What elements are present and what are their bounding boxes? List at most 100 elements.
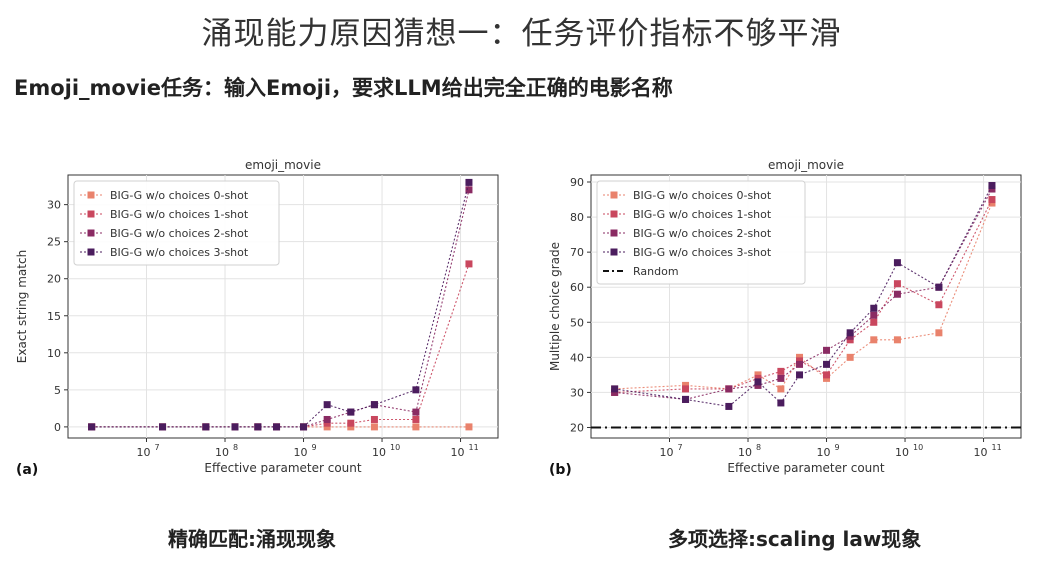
x-tick-label: 10 [817,446,831,459]
data-point [323,423,331,431]
y-axis-label: Exact string match [15,250,29,363]
data-point [777,367,785,375]
caption-left: 精确匹配:涌现现象 [168,527,336,551]
series-line [614,188,993,400]
x-tick-label: 10 [660,446,674,459]
data-point [988,196,996,204]
data-point [347,408,355,416]
data-point [754,371,762,379]
chart-panel-a: emoji_movie 0 5 10 15 20 25 30 10 7 10 8 10 9 10 10 10 11… [15,158,499,478]
chart-title: emoji_movie [768,158,844,172]
y-tick-label: 40 [570,351,584,364]
y-tick-label: 20 [47,273,61,286]
y-tick-label: 90 [570,176,584,189]
series-line [614,199,993,393]
data-point [988,199,996,207]
y-axis-label: Multiple choice grade [548,242,562,371]
x-tick-label-exponent: 9 [312,443,317,452]
data-point [347,423,355,431]
y-tick-label: 15 [47,310,61,323]
data-point [412,415,420,423]
x-axis-label: Effective parameter count [727,461,884,475]
x-tick-label-exponent: 8 [233,443,238,452]
y-tick-label: 30 [47,199,61,212]
legend-label: BIG-G w/o choices 1-shot [110,208,249,221]
data-point [725,402,733,410]
data-point [988,185,996,193]
x-tick-label: 10 [137,446,151,459]
y-tick-label: 80 [570,211,584,224]
x-tick-label: 10 [215,446,229,459]
data-point [893,280,901,288]
data-point [159,423,167,431]
legend-label: BIG-G w/o choices 3-shot [633,246,772,259]
y-tick-label: 20 [570,421,584,434]
x-tick-label-exponent: 11 [992,443,1002,452]
legend-marker [610,229,618,237]
x-tick-label-exponent: 10 [390,443,400,452]
data-point [754,374,762,382]
data-point [300,423,308,431]
data-point [870,336,878,344]
data-point [682,395,690,403]
y-tick-label: 60 [570,281,584,294]
plot-area [590,174,1022,439]
data-point [796,360,804,368]
y-tick-label: 0 [54,421,61,434]
legend-label: BIG-G w/o choices 3-shot [110,246,249,259]
data-point [935,301,943,309]
data-point [412,423,420,431]
data-point [682,385,690,393]
data-point [823,374,831,382]
data-point [796,371,804,379]
data-point [323,419,331,427]
data-point [465,423,473,431]
data-point [846,336,854,344]
data-point [893,259,901,267]
x-tick-label: 10 [738,446,752,459]
data-point [370,415,378,423]
data-point [870,311,878,319]
data-point [796,353,804,361]
data-point [323,401,331,409]
x-tick-label-exponent: 8 [756,443,761,452]
data-point [323,415,331,423]
data-point [796,357,804,365]
data-point [465,178,473,186]
x-tick-label: 10 [372,446,386,459]
legend-label: Random [633,265,679,278]
x-tick-label: 10 [895,446,909,459]
chart-panel-b: emoji_movie 20 30 40 50 60 70 80 90 10 7 10 8 10 9 10 10… [548,158,1022,478]
legend-marker [610,248,618,256]
data-point [254,423,262,431]
data-point [273,423,281,431]
x-tick-label-exponent: 10 [913,443,923,452]
y-tick-label: 5 [54,384,61,397]
data-point [870,318,878,326]
legend-label: BIG-G w/o choices 0-shot [110,189,249,202]
panel-label: (a) [16,462,38,478]
legend-box [73,180,280,266]
legend-marker [87,210,95,218]
data-point [823,360,831,368]
data-point [412,408,420,416]
panel-label: (b) [549,462,572,478]
x-axis-label: Effective parameter count [204,461,361,475]
data-point [465,260,473,268]
data-point [611,388,619,396]
data-point [88,423,96,431]
legend-marker [610,191,618,199]
data-point [231,423,239,431]
data-point [754,381,762,389]
x-tick-label: 10 [974,446,988,459]
series-line [614,202,993,390]
data-point [893,290,901,298]
series-line [91,189,470,428]
data-point [465,186,473,194]
data-point [777,374,785,382]
y-tick-label: 10 [47,347,61,360]
caption-right: 多项选择:scaling law现象 [668,527,922,551]
legend-marker [87,191,95,199]
data-point [935,329,943,337]
chart-title: emoji_movie [245,158,321,172]
